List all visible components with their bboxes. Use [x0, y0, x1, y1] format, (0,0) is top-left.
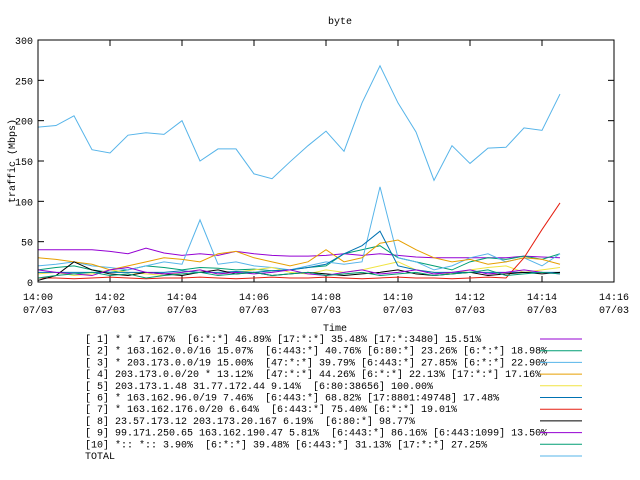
legend-label: [10] *:: *:: 3.90% [6:*:*] 39.48% [6:443…: [85, 439, 487, 451]
y-tick-label: 50: [21, 239, 33, 250]
series-line: [37, 64, 561, 182]
series-line: [38, 202, 561, 280]
legend-label: [ 6] * 163.162.96.0/19 7.46% [6:443:*] 6…: [85, 393, 499, 405]
series-line: [37, 269, 561, 279]
series-line: [37, 239, 561, 271]
x-tick-label: 14:04 07/03: [167, 293, 197, 317]
x-tick-label: 14:12 07/03: [455, 293, 485, 317]
legend-label: [ 3] * 203.173.0.0/19 15.00% [47:*:*] 39…: [85, 357, 547, 369]
legend-label: [ 9] 99.171.250.65 163.162.190.47 5.81% …: [85, 428, 547, 440]
legend-label: [ 7] * 163.162.176.0/20 6.64% [6:443:*] …: [85, 404, 457, 416]
x-tick-label: 14:10 07/03: [383, 293, 413, 317]
legend-label: TOTAL: [85, 452, 115, 463]
legend-label: [ 5] 203.173.1.48 31.77.172.44 9.14% [6:…: [85, 381, 433, 393]
legend-label: [ 4] 203.173.0.0/20 * 13.12% [47:*:*] 44…: [85, 369, 541, 381]
x-tick-label: 14:02 07/03: [95, 293, 125, 317]
plot-border: [37, 39, 615, 283]
y-tick-label: 300: [15, 37, 33, 48]
series-line: [38, 247, 561, 259]
series-line: [37, 266, 561, 277]
x-tick-label: 14:06 07/03: [239, 293, 269, 317]
legend-label: [ 2] * 163.162.0.0/16 15.07% [6:443:*] 4…: [85, 346, 547, 358]
y-tick-label: 100: [15, 198, 33, 209]
x-tick-label: 14:14 07/03: [527, 293, 557, 317]
y-tick-label: 250: [15, 77, 33, 88]
y-tick-label: 0: [27, 279, 33, 290]
x-tick-label: 14:08 07/03: [311, 293, 341, 317]
y-tick-label: 150: [15, 158, 33, 169]
x-axis-label: Time: [323, 323, 347, 335]
legend-label: [ 8] 23.57.173.12 203.173.20.167 6.19% […: [85, 416, 415, 428]
chart-title: byte: [328, 16, 352, 28]
legend-label: [ 1] * * 17.67% [6:*:*] 46.89% [17:*:*] …: [85, 334, 481, 346]
y-axis-label: traffic (Mbps): [7, 119, 19, 203]
x-tick-label: 14:00 07/03: [23, 293, 53, 317]
x-tick-label: 14:16 07/03: [599, 293, 629, 317]
series-line: [37, 186, 561, 271]
y-tick-label: 200: [15, 118, 33, 129]
